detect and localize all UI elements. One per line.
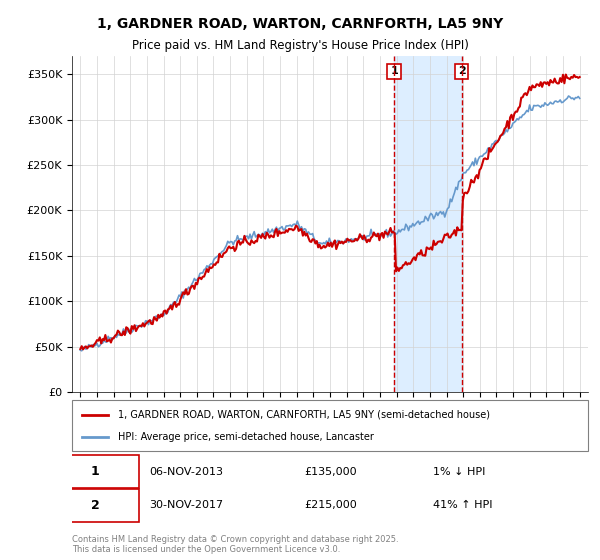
Text: 2: 2: [458, 67, 466, 76]
Text: 2: 2: [91, 499, 100, 512]
Text: 41% ↑ HPI: 41% ↑ HPI: [433, 501, 493, 510]
Text: HPI: Average price, semi-detached house, Lancaster: HPI: Average price, semi-detached house,…: [118, 432, 374, 442]
Text: 1: 1: [91, 465, 100, 478]
Text: £135,000: £135,000: [304, 467, 357, 477]
Text: 1: 1: [390, 67, 398, 76]
Text: Contains HM Land Registry data © Crown copyright and database right 2025.
This d: Contains HM Land Registry data © Crown c…: [72, 535, 398, 554]
FancyBboxPatch shape: [72, 400, 588, 451]
Text: 06-NOV-2013: 06-NOV-2013: [149, 467, 223, 477]
Bar: [394, 56, 462, 392]
Text: 1% ↓ HPI: 1% ↓ HPI: [433, 467, 485, 477]
Text: 30-NOV-2017: 30-NOV-2017: [149, 501, 224, 510]
FancyBboxPatch shape: [52, 455, 139, 488]
Text: 1, GARDNER ROAD, WARTON, CARNFORTH, LA5 9NY: 1, GARDNER ROAD, WARTON, CARNFORTH, LA5 …: [97, 17, 503, 31]
Text: 1, GARDNER ROAD, WARTON, CARNFORTH, LA5 9NY (semi-detached house): 1, GARDNER ROAD, WARTON, CARNFORTH, LA5 …: [118, 409, 490, 419]
Text: £215,000: £215,000: [304, 501, 357, 510]
Text: Price paid vs. HM Land Registry's House Price Index (HPI): Price paid vs. HM Land Registry's House …: [131, 39, 469, 52]
FancyBboxPatch shape: [52, 489, 139, 522]
